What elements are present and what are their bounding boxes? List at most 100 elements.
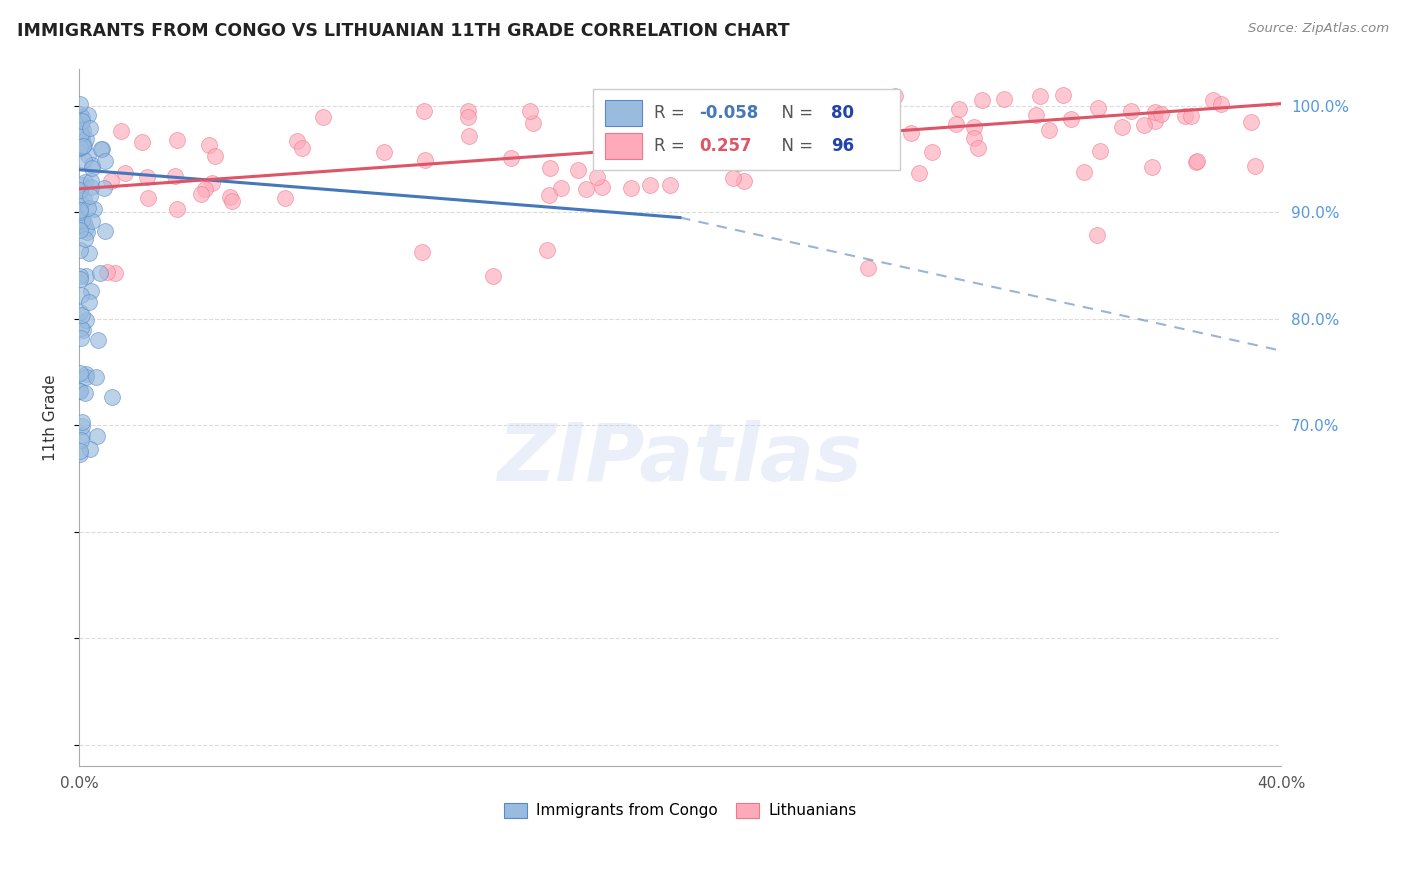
- Point: [672, 95, 695, 109]
- Point: [1085, 227, 1108, 242]
- Point: [75, 269, 97, 284]
- Point: [70, 287, 93, 301]
- Point: [733, 173, 755, 187]
- Point: [72, 122, 94, 136]
- Point: [69, 433, 91, 447]
- Point: [1140, 160, 1163, 174]
- Point: [73, 153, 96, 167]
- Point: [131, 135, 153, 149]
- Point: [77, 148, 100, 162]
- Point: [291, 141, 314, 155]
- Point: [575, 182, 598, 196]
- Point: [538, 161, 561, 175]
- Point: [69, 196, 91, 211]
- Point: [73, 215, 96, 229]
- Point: [537, 188, 560, 202]
- Point: [69, 268, 91, 283]
- Text: 96: 96: [831, 137, 855, 155]
- Point: [948, 103, 970, 117]
- Point: [285, 135, 308, 149]
- Point: [114, 166, 136, 180]
- Point: [96, 265, 118, 279]
- Point: [104, 266, 127, 280]
- Point: [855, 143, 877, 157]
- Point: [482, 268, 505, 283]
- Point: [69, 384, 91, 399]
- Point: [659, 178, 682, 192]
- Point: [458, 128, 481, 143]
- Point: [69, 118, 91, 132]
- Point: [89, 266, 111, 280]
- Point: [1038, 122, 1060, 136]
- Point: [457, 110, 479, 124]
- Point: [1185, 155, 1208, 169]
- Point: [907, 166, 929, 180]
- Point: [70, 331, 93, 345]
- Point: [70, 213, 93, 227]
- Point: [70, 135, 93, 149]
- Point: [69, 141, 91, 155]
- Point: [592, 179, 614, 194]
- Point: [69, 140, 91, 154]
- Point: [274, 191, 297, 205]
- Point: [817, 93, 839, 107]
- Point: [585, 170, 607, 185]
- Point: [70, 113, 93, 128]
- Point: [457, 104, 479, 119]
- Y-axis label: 11th Grade: 11th Grade: [44, 374, 58, 460]
- Point: [69, 106, 91, 120]
- Point: [993, 92, 1015, 106]
- Point: [73, 232, 96, 246]
- Point: [94, 153, 117, 168]
- Point: [76, 108, 98, 122]
- Point: [1028, 89, 1050, 103]
- Point: [221, 194, 243, 208]
- Point: [166, 132, 188, 146]
- Point: [69, 97, 91, 112]
- Point: [1187, 154, 1209, 169]
- Point: [79, 442, 101, 456]
- Point: [1087, 101, 1109, 115]
- Point: [501, 151, 523, 165]
- Point: [411, 244, 433, 259]
- Point: [827, 145, 849, 159]
- Point: [77, 245, 100, 260]
- Point: [522, 116, 544, 130]
- Point: [70, 418, 93, 433]
- Point: [1025, 108, 1047, 122]
- Point: [69, 203, 91, 218]
- Text: Source: ZipAtlas.com: Source: ZipAtlas.com: [1249, 22, 1389, 36]
- Point: [90, 142, 112, 156]
- Point: [69, 384, 91, 399]
- Point: [1052, 88, 1074, 103]
- Point: [1180, 110, 1202, 124]
- Point: [1144, 104, 1167, 119]
- Point: [769, 98, 792, 112]
- Text: R =: R =: [654, 137, 695, 155]
- Point: [72, 110, 94, 124]
- Point: [69, 211, 91, 226]
- Point: [69, 243, 91, 257]
- Point: [75, 369, 97, 384]
- Point: [945, 117, 967, 131]
- Point: [69, 447, 91, 461]
- Point: [165, 169, 187, 183]
- Point: [800, 135, 823, 149]
- Point: [110, 124, 132, 138]
- Point: [1150, 107, 1173, 121]
- Point: [373, 145, 395, 160]
- Text: N =: N =: [772, 104, 818, 122]
- Point: [758, 136, 780, 151]
- Point: [73, 386, 96, 401]
- Point: [75, 221, 97, 235]
- Point: [967, 141, 990, 155]
- Point: [80, 174, 103, 188]
- Point: [550, 181, 572, 195]
- Point: [72, 323, 94, 337]
- Point: [1202, 93, 1225, 107]
- Point: [80, 180, 103, 194]
- Point: [82, 214, 104, 228]
- Point: [72, 178, 94, 192]
- Point: [82, 158, 104, 172]
- Text: N =: N =: [772, 137, 818, 155]
